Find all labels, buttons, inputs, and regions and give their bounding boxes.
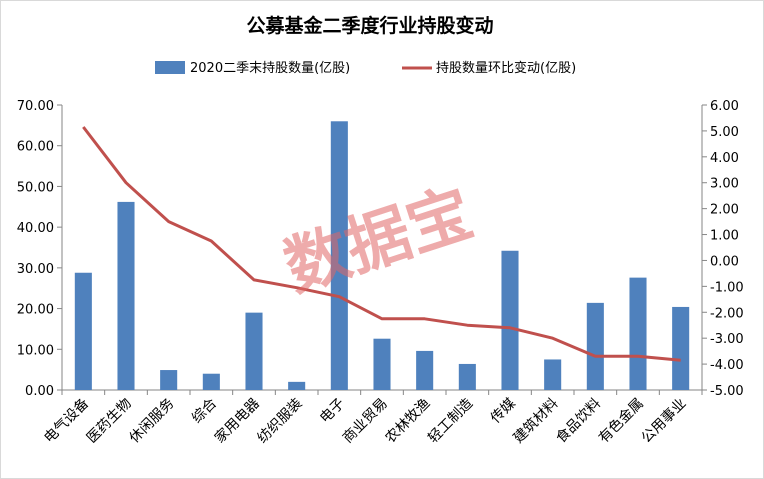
y-left-tick-label: 50.00 bbox=[17, 180, 54, 195]
y-left-tick-label: 0.00 bbox=[25, 384, 54, 399]
bar bbox=[544, 359, 562, 390]
y-left-tick-label: 40.00 bbox=[17, 221, 54, 236]
y-left-tick-label: 20.00 bbox=[17, 303, 54, 318]
bar bbox=[672, 306, 690, 390]
x-tick-label: 医药生物 bbox=[84, 396, 135, 447]
x-tick-label: 商业贸易 bbox=[340, 396, 391, 447]
bar bbox=[373, 338, 391, 390]
y-left-tick-label: 70.00 bbox=[17, 99, 54, 114]
y-left-tick-label: 10.00 bbox=[17, 343, 54, 358]
legend-bar-swatch bbox=[155, 61, 185, 74]
y-left-tick-label: 60.00 bbox=[17, 140, 54, 155]
x-tick-label: 休闲服务 bbox=[127, 396, 178, 447]
x-tick-label: 综合 bbox=[189, 396, 220, 427]
y-right-tick-label: -5.00 bbox=[710, 384, 744, 399]
bar bbox=[330, 121, 348, 391]
bar bbox=[117, 201, 135, 390]
bar bbox=[501, 250, 519, 390]
x-tick-label: 电子 bbox=[317, 396, 348, 427]
x-tick-label: 食品饮料 bbox=[553, 395, 605, 447]
y-right-tick-label: 2.00 bbox=[710, 203, 739, 218]
bar bbox=[458, 363, 476, 390]
bar bbox=[288, 381, 306, 390]
x-tick-label: 有色金属 bbox=[595, 395, 647, 447]
bar bbox=[160, 370, 178, 390]
y-right-tick-label: 4.00 bbox=[710, 151, 739, 166]
bar bbox=[245, 312, 263, 390]
y-right-tick-label: 5.00 bbox=[710, 125, 739, 140]
x-tick-label: 农林牧渔 bbox=[383, 396, 434, 447]
legend: 2020二季末持股数量(亿股) 持股数量环比变动(亿股) bbox=[155, 60, 576, 76]
y-right-tick-label: -3.00 bbox=[710, 332, 744, 347]
x-tick-label: 公用事业 bbox=[639, 396, 690, 447]
x-tick-label: 建筑材料 bbox=[511, 396, 562, 447]
x-tick-label: 家用电器 bbox=[211, 395, 263, 447]
y-right-tick-label: 3.00 bbox=[710, 177, 739, 192]
bar bbox=[202, 373, 220, 390]
bar-series bbox=[74, 121, 690, 391]
legend-bar-label: 2020二季末持股数量(亿股) bbox=[190, 61, 350, 76]
x-tick-label: 传媒 bbox=[488, 396, 519, 427]
x-tick-label: 轻工制造 bbox=[425, 396, 476, 447]
x-tick-label: 电气设备 bbox=[41, 395, 93, 447]
y-right-tick-label: -4.00 bbox=[710, 358, 744, 373]
watermark: 数据宝 bbox=[276, 176, 481, 306]
x-tick-label: 纺织服装 bbox=[255, 396, 306, 447]
y-right-tick-label: 0.00 bbox=[710, 254, 739, 269]
y-right-tick-label: -1.00 bbox=[710, 280, 744, 295]
legend-line-label: 持股数量环比变动(亿股) bbox=[436, 60, 576, 76]
bar bbox=[629, 277, 647, 390]
chart-title: 公募基金二季度行业持股变动 bbox=[246, 14, 493, 37]
bar bbox=[74, 272, 92, 390]
y-left-tick-label: 30.00 bbox=[17, 262, 54, 277]
line-series bbox=[82, 126, 681, 362]
y-right-tick-label: -2.00 bbox=[710, 306, 744, 321]
y-right-tick-label: 1.00 bbox=[710, 229, 739, 244]
bar bbox=[416, 350, 434, 390]
y-right-tick-label: 6.00 bbox=[710, 99, 739, 114]
bar bbox=[586, 302, 604, 390]
